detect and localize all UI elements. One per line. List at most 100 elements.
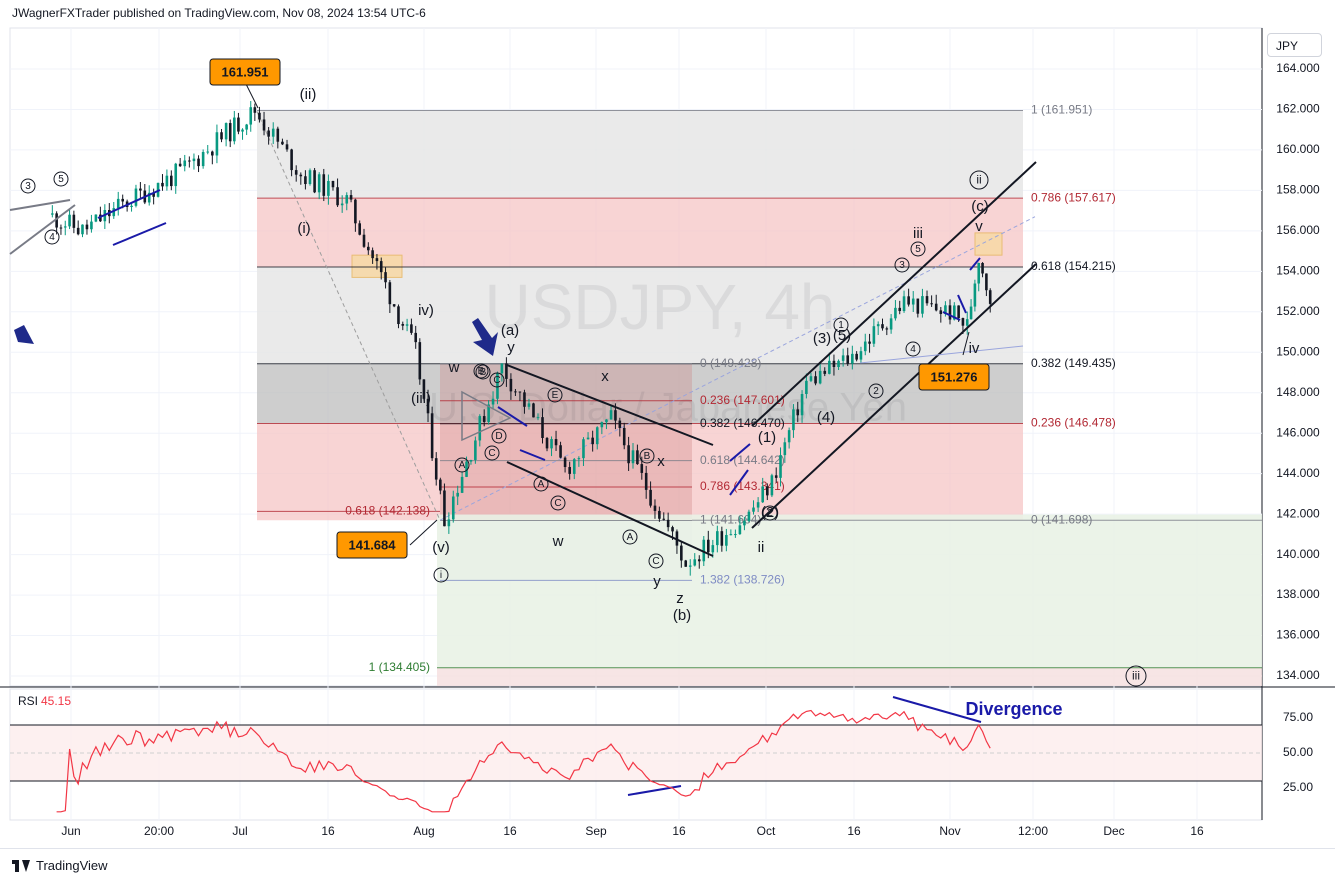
arrow-icon — [14, 325, 34, 344]
wedge-line — [9, 199, 71, 211]
fib-level-label: 0.618 (144.642) — [700, 453, 785, 467]
candle-body — [770, 475, 774, 496]
candle-body — [392, 304, 396, 307]
candle-body — [774, 475, 778, 478]
candle-body — [622, 427, 626, 446]
candle-body — [779, 455, 782, 478]
candle-body — [743, 520, 746, 526]
candle-body — [59, 227, 63, 229]
price-chart[interactable]: USDJPY, 4h U.S. Dollar / Japanese Yen 1 (… — [0, 26, 1335, 848]
fib-zone-red-low — [257, 423, 1023, 521]
wave-label-circle — [53, 171, 69, 187]
candle-body — [215, 132, 219, 156]
wave-label: (v) — [432, 539, 450, 556]
candle-body — [876, 324, 880, 327]
wave-label: iii — [913, 225, 923, 242]
candle-body — [331, 181, 335, 188]
candle-body — [536, 417, 540, 419]
candle-body — [72, 214, 76, 228]
candle-body — [572, 459, 576, 474]
candle-body — [384, 272, 387, 283]
candle-body — [211, 151, 214, 156]
wave-label-circle — [20, 178, 36, 194]
candle-body — [233, 117, 236, 142]
candle-body — [792, 409, 795, 431]
pattern-line — [942, 311, 961, 321]
candle-body — [965, 319, 969, 326]
candle-body — [241, 129, 244, 132]
wave-label: 5 — [58, 174, 64, 185]
wave-label: (c) — [971, 198, 989, 215]
price-tick-label: 146.000 — [1276, 425, 1320, 439]
candle-body — [828, 360, 831, 374]
candle-body — [188, 160, 191, 162]
candle-body — [761, 486, 765, 503]
candle-body — [911, 298, 915, 305]
candle-body — [197, 158, 200, 167]
fib-level-label: 0.618 (142.138) — [345, 504, 430, 518]
callout-leader — [962, 331, 970, 356]
candle-body — [112, 208, 116, 217]
candle-body — [837, 360, 840, 367]
time-tick-label: 16 — [1190, 824, 1204, 838]
brand-label: TradingView — [36, 858, 108, 873]
candle-body — [688, 565, 692, 567]
candle-body — [747, 511, 751, 521]
price-tick-label: 148.000 — [1276, 385, 1320, 399]
wave-label-circle — [639, 448, 655, 464]
price-badge — [918, 363, 990, 391]
candle-body — [881, 324, 884, 329]
wave-label: D — [495, 431, 502, 442]
wave-label: i — [440, 570, 442, 581]
candle-body — [434, 458, 438, 480]
rsi-label: RSI — [18, 694, 38, 708]
wave-label: A — [538, 479, 545, 490]
candle-body — [304, 176, 307, 185]
tradingview-brand[interactable]: TradingView — [12, 858, 108, 873]
candle-body — [934, 303, 938, 311]
fib-zone-gray-top — [257, 110, 1023, 199]
candle-body — [568, 467, 571, 474]
pattern-line — [969, 257, 981, 271]
rsi-tick-label: 25.00 — [1283, 780, 1313, 794]
footer: TradingView — [0, 848, 1335, 883]
tradingview-logo-icon — [12, 859, 30, 872]
candle-body — [388, 282, 392, 305]
candle-body — [939, 310, 943, 315]
pattern-line — [497, 406, 528, 427]
currency-selector[interactable]: JPY — [1267, 33, 1322, 57]
wave-label-circle — [762, 505, 778, 521]
candle-body — [509, 378, 513, 392]
wave-label: C — [493, 375, 500, 386]
candle-body — [662, 518, 666, 520]
candle-body — [161, 182, 164, 187]
candle-body — [680, 545, 683, 561]
wave-label: E — [552, 390, 559, 401]
candle-body — [345, 195, 349, 204]
candle-body — [81, 224, 84, 235]
down-arrow-icon — [472, 318, 498, 356]
candle-body — [846, 355, 850, 364]
candle-body — [527, 403, 531, 407]
candle-body — [614, 410, 617, 421]
candle-body — [600, 422, 604, 428]
candle-body — [591, 437, 594, 445]
candle-body — [349, 195, 353, 200]
wave-label: (a) — [501, 322, 519, 339]
price-tick-label: 156.000 — [1276, 223, 1320, 237]
price-tick-label: 138.000 — [1276, 587, 1320, 601]
candle-body — [783, 442, 787, 456]
candle-body — [969, 306, 973, 320]
wave-label: (ii) — [300, 86, 317, 103]
candle-body — [649, 489, 652, 506]
candle-body — [354, 199, 357, 224]
fib-level-label: 0.382 (146.470) — [700, 416, 785, 430]
wave-label: z — [676, 590, 684, 607]
wave-label-circle — [454, 457, 470, 473]
candle-body — [418, 342, 422, 380]
candle-body — [554, 439, 558, 446]
candle-body — [94, 214, 98, 222]
candle-body — [868, 341, 871, 344]
candle-body — [358, 223, 361, 235]
candle-body — [375, 258, 379, 262]
